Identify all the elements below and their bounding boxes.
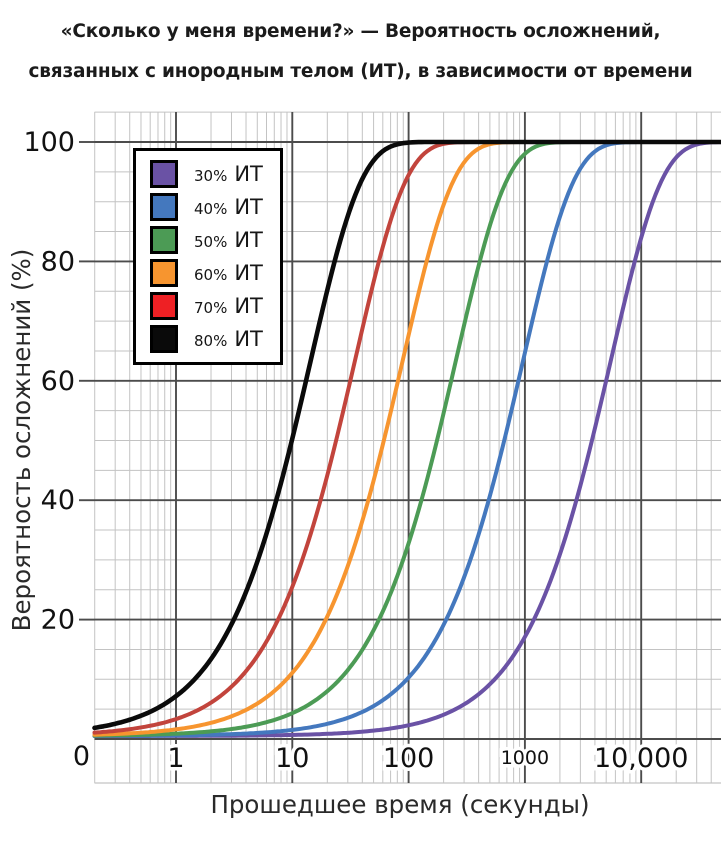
- legend-percent-text: 70%: [194, 299, 228, 318]
- legend-swatch: [150, 259, 178, 288]
- legend-percent-text: 80%: [194, 332, 228, 351]
- x-axis-title: Прошедшее время (секунды): [210, 790, 589, 819]
- legend-percent-text: 40%: [194, 199, 228, 218]
- legend-percent-text: 60%: [194, 266, 228, 285]
- legend-it-text: ИТ: [234, 161, 263, 186]
- legend-label: 70% ИТ: [194, 294, 263, 318]
- chart-title: «Сколько у меня времени?» — Вероятность …: [0, 12, 721, 92]
- origin-tick-label: 0: [73, 741, 90, 772]
- y-tick-label: 80: [41, 246, 75, 277]
- legend-item-30pct: 30% ИТ: [150, 159, 280, 188]
- data-curves: [92, 139, 721, 738]
- legend-box: 30% ИТ 40% ИТ 50% ИТ 60% ИТ 70% ИТ 80% ИТ: [133, 148, 283, 365]
- legend-label: 80% ИТ: [194, 327, 263, 351]
- curve-80pct: [92, 139, 721, 731]
- legend-item-60pct: 60% ИТ: [150, 259, 280, 288]
- legend-item-70pct: 70% ИТ: [150, 292, 280, 321]
- y-tick-label: 20: [41, 605, 75, 636]
- legend-label: 60% ИТ: [194, 261, 263, 285]
- legend-it-text: ИТ: [234, 227, 263, 252]
- x-tick-label: 100: [383, 743, 435, 774]
- legend-it-text: ИТ: [234, 261, 263, 286]
- legend-swatch: [150, 292, 178, 321]
- x-tick-label: 10: [275, 743, 309, 774]
- legend-it-text: ИТ: [234, 327, 263, 352]
- legend-item-40pct: 40% ИТ: [150, 192, 280, 221]
- legend-swatch: [150, 225, 178, 254]
- y-axis-title: Вероятность осложнений (%): [7, 249, 36, 632]
- legend-percent-text: 50%: [194, 232, 228, 251]
- legend-percent-text: 30%: [194, 166, 228, 185]
- legend-label: 50% ИТ: [194, 228, 263, 252]
- legend-it-text: ИТ: [234, 194, 263, 219]
- y-tick-label: 40: [41, 485, 75, 516]
- legend-it-text: ИТ: [234, 294, 263, 319]
- x-tick-label: 1: [167, 743, 184, 774]
- legend-swatch: [150, 159, 178, 188]
- legend-item-50pct: 50% ИТ: [150, 225, 280, 254]
- y-tick-label: 100: [23, 127, 75, 158]
- chart-title-line2: связанных с инородным телом (ИТ), в зави…: [28, 61, 693, 82]
- legend-label: 40% ИТ: [194, 195, 263, 219]
- x-tick-label: 1000: [501, 747, 549, 769]
- legend-swatch: [150, 325, 178, 354]
- chart-title-line1: «Сколько у меня времени?» — Вероятность …: [60, 21, 661, 42]
- legend-swatch: [150, 192, 178, 221]
- legend-label: 30% ИТ: [194, 162, 263, 186]
- x-tick-label: 10,000: [594, 743, 688, 774]
- y-tick-label: 60: [41, 366, 75, 397]
- legend-item-80pct: 80% ИТ: [150, 325, 280, 354]
